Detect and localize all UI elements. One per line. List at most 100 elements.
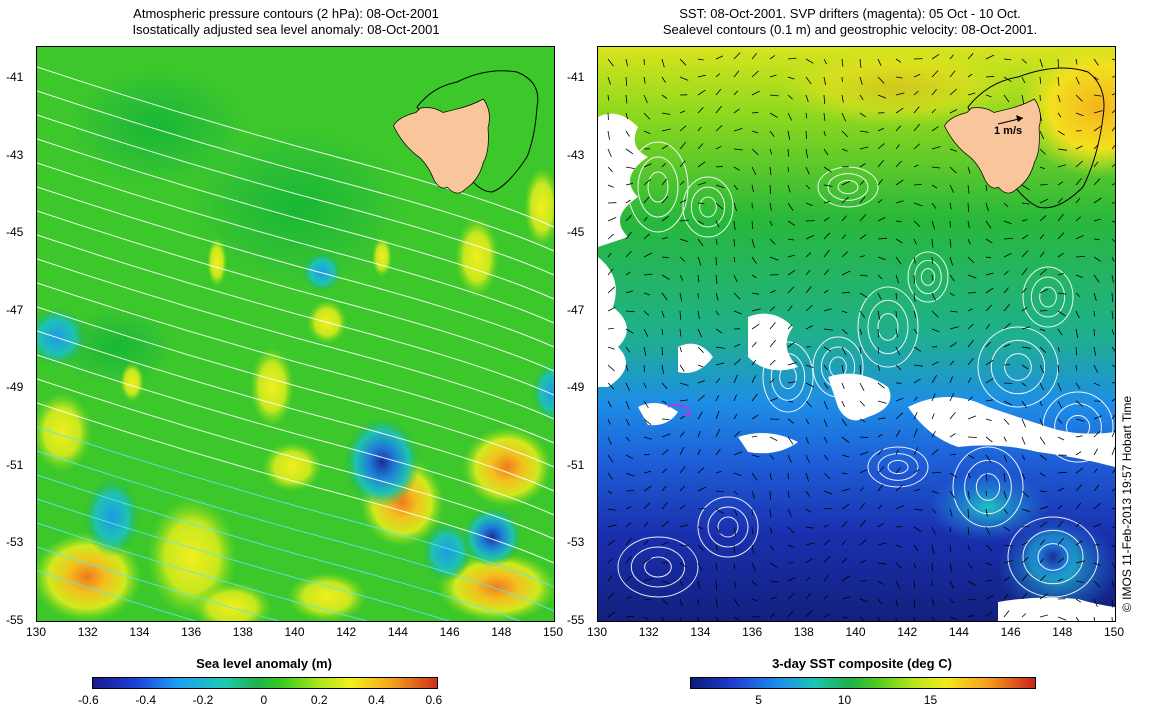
velocity-arrow xyxy=(1111,328,1115,335)
velocity-arrow xyxy=(1093,415,1103,420)
velocity-arrow xyxy=(1021,202,1030,205)
velocity-arrow xyxy=(931,375,937,384)
velocity-arrow xyxy=(1039,215,1047,222)
velocity-arrow xyxy=(625,472,635,477)
velocity-arrow xyxy=(877,199,883,204)
velocity-arrow xyxy=(1075,292,1081,297)
sealevel-contour xyxy=(812,336,864,398)
velocity-arrow xyxy=(967,238,971,245)
velocity-arrow xyxy=(1003,202,1009,207)
velocity-arrow xyxy=(787,400,794,403)
velocity-arrow xyxy=(1075,160,1083,168)
velocity-arrow xyxy=(1003,343,1011,348)
velocity-arrow xyxy=(715,616,719,621)
velocity-arrow xyxy=(985,544,993,552)
velocity-arrow xyxy=(679,219,689,222)
velocity-arrow xyxy=(661,468,667,474)
velocity-arrow xyxy=(859,255,866,258)
velocity-arrow xyxy=(1057,328,1063,336)
velocity-arrow xyxy=(913,274,916,284)
pressure-contour-line xyxy=(37,66,554,228)
velocity-arrow xyxy=(697,394,705,402)
velocity-arrow xyxy=(895,125,902,132)
velocity-arrow xyxy=(949,376,953,384)
velocity-arrow xyxy=(787,381,796,384)
velocity-arrow xyxy=(841,616,849,619)
velocity-arrow xyxy=(715,125,723,132)
velocity-arrow xyxy=(643,598,652,601)
velocity-arrow xyxy=(751,90,760,96)
left-colorbar-tick: 0.6 xyxy=(425,693,443,707)
velocity-arrow xyxy=(841,400,845,408)
velocity-arrow xyxy=(895,200,904,204)
velocity-arrow xyxy=(607,268,614,276)
velocity-arrow xyxy=(1057,537,1065,546)
left-lat-tick: -47 xyxy=(6,302,24,317)
velocity-arrow xyxy=(967,526,970,536)
sealevel-contour xyxy=(644,556,672,578)
velocity-arrow xyxy=(985,508,988,517)
velocity-arrow xyxy=(661,364,664,374)
velocity-arrow xyxy=(1039,166,1045,170)
velocity-arrow xyxy=(913,123,921,132)
velocity-arrow xyxy=(751,130,759,134)
velocity-arrow xyxy=(643,310,650,316)
velocity-arrow xyxy=(1003,287,1009,294)
velocity-arrow xyxy=(1111,598,1114,608)
sealevel-contour xyxy=(877,313,899,341)
velocity-arrow xyxy=(913,488,921,492)
velocity-arrow xyxy=(607,58,614,67)
velocity-arrow xyxy=(931,393,936,402)
velocity-arrow xyxy=(751,256,757,264)
velocity-arrow xyxy=(643,382,647,389)
sealevel-contour xyxy=(1054,403,1102,451)
pressure-contour-line xyxy=(37,426,554,588)
velocity-arrow xyxy=(1039,148,1046,155)
velocity-arrow xyxy=(877,364,881,372)
velocity-arrow xyxy=(1039,268,1047,276)
pressure-contour-line xyxy=(37,570,198,621)
velocity-arrow xyxy=(1075,580,1085,583)
velocity-arrow xyxy=(1003,454,1008,463)
velocity-arrow xyxy=(949,184,955,193)
velocity-arrow xyxy=(697,328,703,338)
velocity-arrow xyxy=(643,578,653,582)
velocity-arrow xyxy=(1021,184,1030,191)
velocity-arrow xyxy=(949,580,954,589)
velocity-arrow xyxy=(607,346,615,350)
velocity-arrow xyxy=(643,453,650,456)
velocity-arrow xyxy=(877,143,885,150)
left-colorbar-tick: -0.2 xyxy=(192,693,214,707)
velocity-arrow xyxy=(643,273,653,276)
velocity-arrow xyxy=(625,199,631,204)
velocity-arrow xyxy=(967,53,974,60)
velocity-arrow xyxy=(949,562,953,572)
velocity-arrow xyxy=(895,397,904,402)
right-colorbar-tick: 10 xyxy=(837,693,852,707)
velocity-arrow xyxy=(607,286,615,294)
velocity-arrow xyxy=(607,94,610,101)
tasmania-land xyxy=(944,67,1105,209)
velocity-arrow xyxy=(787,166,789,173)
velocity-arrow xyxy=(697,74,706,78)
velocity-arrow xyxy=(679,465,686,474)
velocity-arrow xyxy=(661,562,668,564)
velocity-arrow xyxy=(769,148,773,155)
velocity-arrow xyxy=(1075,400,1084,407)
velocity-arrow xyxy=(985,324,991,330)
right-lon-tick: 144 xyxy=(948,625,969,639)
velocity-arrow xyxy=(859,196,866,204)
velocity-arrow xyxy=(859,112,867,118)
velocity-arrow xyxy=(805,364,814,368)
sealevel-contour xyxy=(907,251,949,303)
right-title-line2: Sealevel contours (0.1 m) and geostrophi… xyxy=(662,22,1038,37)
velocity-arrow xyxy=(1021,508,1031,513)
velocity-arrow xyxy=(733,220,736,230)
velocity-arrow xyxy=(787,148,789,157)
velocity-arrow xyxy=(913,106,920,114)
velocity-arrow xyxy=(841,575,850,582)
velocity-arrow xyxy=(679,399,689,402)
sealevel-contour xyxy=(857,286,919,368)
velocity-arrow xyxy=(949,166,957,174)
velocity-arrow xyxy=(643,540,649,546)
